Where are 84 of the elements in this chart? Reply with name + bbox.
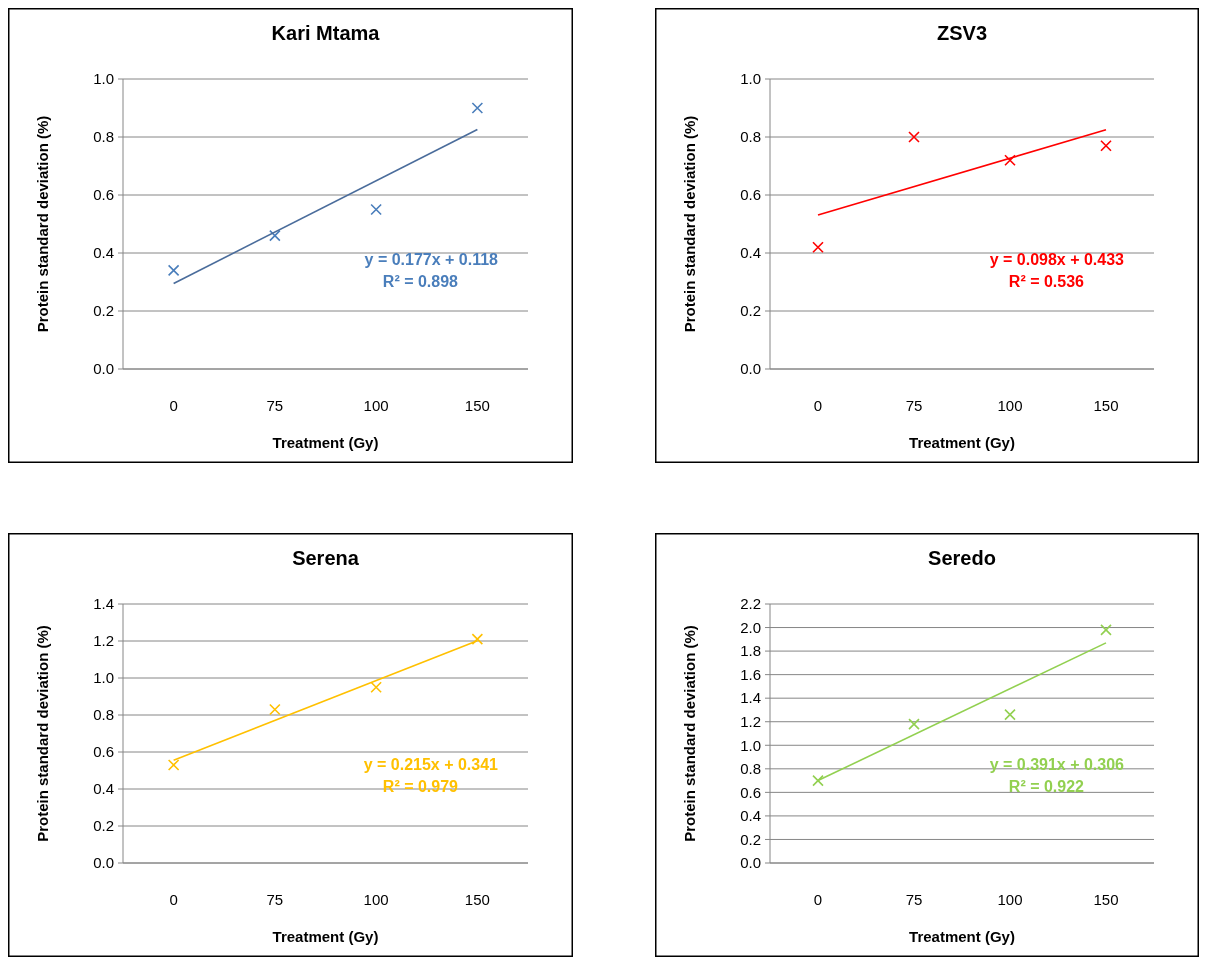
x-axis-title: Treatment (Gy) [272, 928, 379, 945]
point [370, 681, 382, 694]
y-tick-label: 0.6 [93, 186, 114, 204]
annotation: R² = 0.898 [382, 272, 459, 290]
y-tick-label: 0.8 [740, 128, 761, 146]
y-tick-label: 1.2 [93, 632, 114, 650]
point [471, 102, 484, 114]
annotation: R² = 0.979 [382, 777, 459, 795]
y-tick-label: 1.0 [93, 669, 114, 687]
x-tick-label: 150 [1093, 397, 1119, 414]
y-tick-label: 0.4 [740, 807, 761, 825]
y-tick-label: 0.0 [740, 854, 761, 872]
y-axis-title: Protein standard deviation (%) [681, 115, 698, 333]
x-tick-label: 75 [266, 397, 284, 414]
y-tick-label: 1.8 [740, 642, 761, 660]
y-tick-label: 0.2 [740, 830, 761, 848]
point [1004, 708, 1016, 721]
point [269, 703, 281, 716]
point [908, 131, 920, 143]
y-tick-label: 0.8 [93, 706, 114, 724]
x-tick-label: 100 [997, 397, 1023, 414]
y-tick-label: 0.2 [93, 302, 114, 320]
x-axis-title: Treatment (Gy) [909, 928, 1015, 945]
annotation: R² = 0.922 [1008, 777, 1085, 795]
x-axis-title: Treatment (Gy) [909, 434, 1015, 451]
y-tick-label: 0.2 [740, 302, 761, 320]
annotation: y = 0.391x + 0.306 [989, 755, 1125, 773]
y-tick-label: 0.8 [740, 760, 761, 778]
point [1004, 154, 1016, 166]
x-tick-label: 0 [169, 397, 178, 414]
y-axis-title: Protein standard deviation (%) [34, 115, 51, 333]
y-tick-label: 1.2 [740, 712, 761, 730]
point [908, 718, 920, 730]
point [812, 774, 824, 787]
y-axis-title: Protein standard deviation (%) [681, 625, 698, 842]
y-tick-label: 1.4 [740, 689, 761, 707]
x-tick-label: 150 [464, 397, 490, 414]
annotation: y = 0.215x + 0.341 [363, 755, 499, 773]
x-tick-label: 100 [997, 891, 1023, 908]
chart-title: Kari Mtama [271, 22, 381, 44]
y-tick-label: 0.6 [93, 743, 114, 761]
chart-title: Seredo [928, 547, 996, 569]
y-tick-label: 0.2 [93, 817, 114, 835]
y-tick-label: 0.4 [93, 244, 114, 262]
y-axis-title: Protein standard deviation (%) [34, 625, 51, 842]
x-tick-label: 150 [464, 891, 490, 908]
x-tick-label: 100 [363, 891, 389, 908]
point [167, 264, 180, 277]
annotation: y = 0.098x + 0.433 [989, 250, 1125, 268]
point [370, 203, 382, 216]
y-tick-label: 0.6 [740, 186, 761, 204]
y-tick-label: 0.0 [93, 854, 114, 872]
y-tick-label: 0.4 [740, 244, 761, 262]
x-tick-label: 100 [363, 397, 389, 414]
annotation: R² = 0.536 [1008, 272, 1085, 290]
x-tick-label: 0 [813, 891, 823, 908]
y-tick-label: 1.0 [740, 70, 761, 88]
chart-title: ZSV3 [936, 22, 988, 44]
x-tick-label: 0 [813, 397, 823, 414]
y-tick-label: 0.4 [93, 780, 114, 798]
y-tick-label: 1.0 [93, 70, 114, 88]
x-tick-label: 75 [905, 891, 923, 908]
x-tick-label: 75 [905, 397, 923, 414]
point [167, 759, 180, 771]
y-tick-label: 1.0 [740, 736, 761, 754]
point [812, 241, 824, 253]
chart-title: Serena [292, 547, 360, 569]
point [1100, 624, 1112, 636]
y-tick-label: 1.4 [93, 595, 114, 613]
x-axis-title: Treatment (Gy) [272, 434, 379, 451]
y-tick-label: 2.0 [740, 618, 761, 636]
x-tick-label: 75 [266, 891, 284, 908]
point [1100, 139, 1112, 152]
point [269, 229, 281, 242]
y-tick-label: 1.6 [740, 665, 761, 683]
point [471, 633, 484, 645]
y-tick-label: 0.8 [93, 128, 114, 146]
y-tick-label: 0.0 [740, 360, 761, 378]
x-tick-label: 150 [1093, 891, 1119, 908]
y-tick-label: 0.6 [740, 783, 761, 801]
x-tick-label: 0 [169, 891, 178, 908]
y-tick-label: 2.2 [740, 595, 761, 613]
y-tick-label: 0.0 [93, 360, 114, 378]
annotation: y = 0.177x + 0.118 [364, 250, 499, 268]
